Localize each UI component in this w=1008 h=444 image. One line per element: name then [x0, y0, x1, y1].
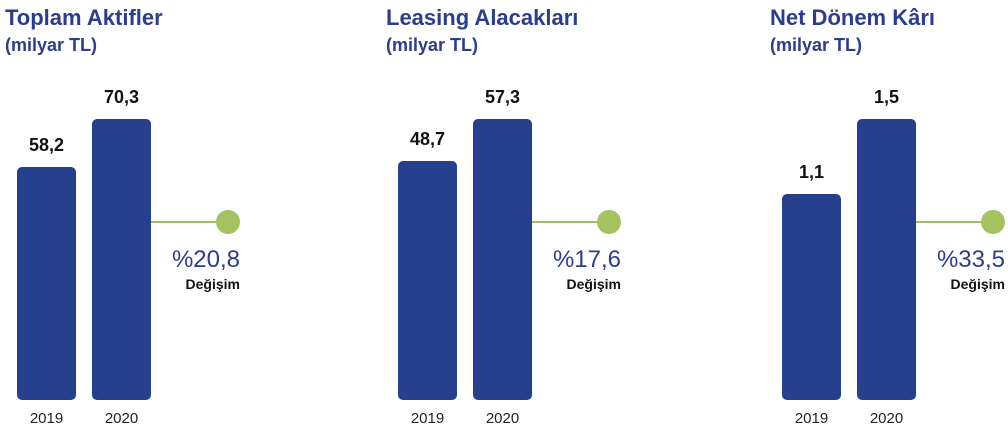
leasing-alacaklari-bar-2020	[473, 119, 532, 400]
toplam-aktifler-change-percent: %20,8	[171, 246, 240, 273]
toplam-aktifler-bar-2020	[92, 119, 151, 400]
net-donem-kari-bar-2019	[782, 193, 841, 400]
leasing-alacaklari-change-label: Değişim	[566, 276, 621, 292]
leasing-alacaklari-title: Leasing Alacakları	[386, 5, 579, 30]
net-donem-kari-change-label: Değişim	[950, 276, 1005, 292]
toplam-aktifler-year-label-2020: 2020	[104, 410, 139, 427]
toplam-aktifler-title: Toplam Aktifler	[5, 5, 163, 30]
net-donem-kari-chart: Net Dönem Kârı (milyar TL) 1,1 2019 1,5 2020%…	[770, 0, 1008, 444]
leasing-alacaklari-bar-2019	[398, 161, 457, 400]
net-donem-kari-subtitle: (milyar TL)	[770, 35, 863, 55]
net-donem-kari-change-dot	[981, 210, 1005, 234]
leasing-alacaklari-change-percent: %17,6	[552, 246, 621, 273]
net-donem-kari-value-label-2019: 1,1	[798, 161, 825, 182]
net-donem-kari-year-label-2019: 2019	[794, 410, 829, 427]
net-donem-kari-value-label-2020: 1,5	[873, 87, 900, 107]
leasing-alacaklari-value-label-2020: 57,3	[484, 87, 521, 107]
net-donem-kari-change-percent: %33,5	[936, 246, 1005, 273]
toplam-aktifler-subtitle: (milyar TL)	[5, 35, 98, 55]
leasing-alacaklari-subtitle: (milyar TL)	[386, 35, 479, 55]
toplam-aktifler-value-label-2019: 58,2	[28, 135, 65, 156]
net-donem-kari-title: Net Dönem Kârı	[770, 5, 936, 30]
leasing-alacaklari-year-label-2019: 2019	[410, 410, 445, 427]
leasing-alacaklari-change-connector	[532, 221, 609, 223]
toplam-aktifler-change-dot	[216, 210, 240, 234]
toplam-aktifler-value-label-2020: 70,3	[103, 87, 140, 107]
toplam-aktifler-change-connector	[151, 221, 228, 223]
net-donem-kari-change-connector	[916, 221, 993, 223]
leasing-alacaklari-change-dot	[597, 210, 621, 234]
toplam-aktifler-chart: Toplam Aktifler (milyar TL) 58,2 2019 70,3 20…	[5, 0, 265, 444]
leasing-alacaklari-year-label-2020: 2020	[485, 410, 520, 427]
net-donem-kari-bar-2020	[857, 119, 916, 400]
leasing-alacaklari-value-label-2019: 48,7	[409, 129, 446, 150]
leasing-alacaklari-chart: Leasing Alacakları (milyar TL) 48,7 2019 57,…	[386, 0, 646, 444]
toplam-aktifler-bar-2019	[17, 167, 76, 400]
toplam-aktifler-change-label: Değişim	[185, 276, 240, 292]
net-donem-kari-year-label-2020: 2020	[869, 410, 904, 427]
toplam-aktifler-year-label-2019: 2019	[29, 410, 64, 427]
